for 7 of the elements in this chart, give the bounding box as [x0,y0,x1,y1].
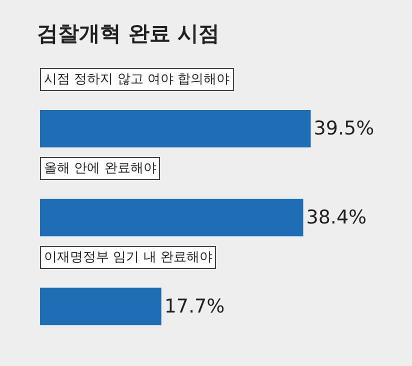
y-tick-label: 올해 안에 완료해야 [44,161,156,176]
data-label: 39.5% [314,118,374,140]
data-label: 17.7% [164,295,225,318]
chart-title: 검찰개혁 완료 시점 [37,21,220,46]
data-label: 38.4% [306,206,367,229]
y-tick-label: 이재명정부 임기 내 완료해야 [44,250,212,265]
y-tick-label: 시점 정하지 않고 여야 합의해야 [44,72,230,87]
